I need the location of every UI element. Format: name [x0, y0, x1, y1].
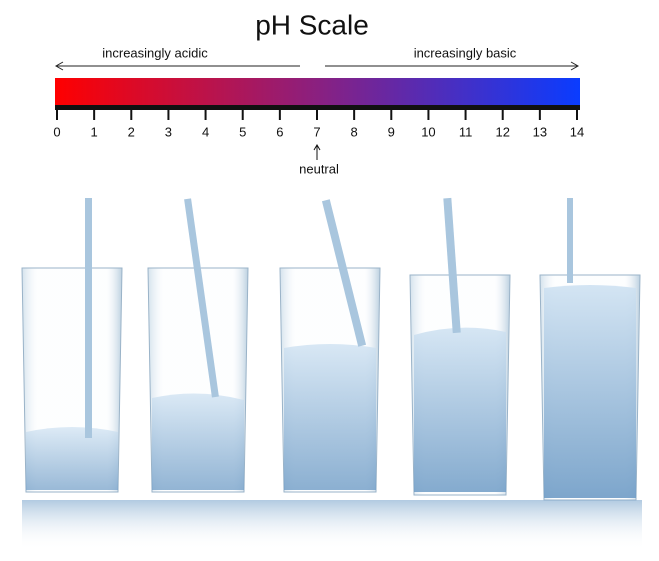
- tick-label: 11: [459, 124, 473, 139]
- neutral-label: neutral: [299, 161, 339, 176]
- tick-label: 2: [128, 124, 135, 139]
- tick-label: 13: [533, 124, 547, 139]
- title: pH Scale: [255, 9, 369, 40]
- basic-label: increasingly basic: [414, 45, 517, 60]
- tick-label: 12: [495, 124, 509, 139]
- water-glasses: [21, 197, 642, 550]
- tick-label: 4: [202, 124, 209, 139]
- scale-baseline: [55, 105, 580, 110]
- neutral-arrowhead: [313, 144, 321, 151]
- tick-label: 3: [165, 124, 172, 139]
- tick-label: 10: [421, 124, 435, 139]
- acidic-label: increasingly acidic: [102, 45, 208, 60]
- ph-gradient-bar: [55, 78, 580, 105]
- tick-label: 6: [276, 124, 283, 139]
- tick-label: 9: [388, 124, 395, 139]
- tick-label: 7: [313, 124, 320, 139]
- tick-label: 5: [239, 124, 246, 139]
- direction-arrows: [54, 61, 580, 71]
- tick-label: 0: [53, 124, 60, 139]
- tick-label: 14: [570, 124, 584, 139]
- tick-label: 1: [91, 124, 98, 139]
- tick-label: 8: [351, 124, 358, 139]
